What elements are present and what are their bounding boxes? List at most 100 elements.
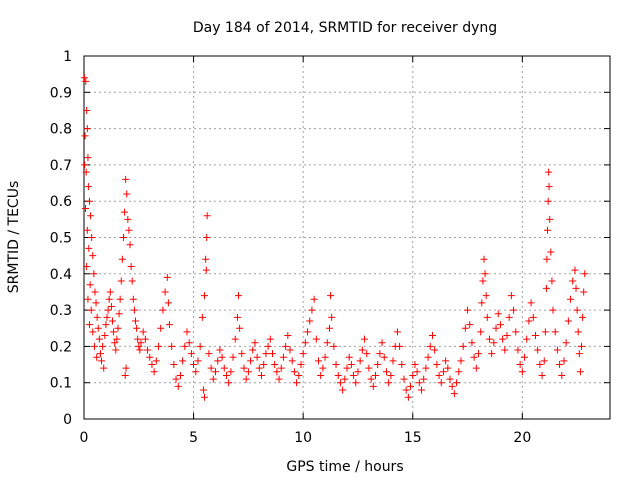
data-point: [159, 306, 167, 314]
data-point: [203, 212, 211, 220]
chart-title: Day 184 of 2014, SRMTID for receiver dyn…: [193, 20, 497, 36]
data-point: [133, 324, 141, 332]
data-point: [86, 281, 94, 289]
data-point: [437, 379, 445, 387]
data-point: [382, 368, 390, 376]
data-point: [164, 299, 172, 307]
data-point: [393, 328, 401, 336]
data-point: [174, 382, 182, 390]
data-point: [299, 350, 307, 358]
data-point: [92, 299, 100, 307]
data-point: [503, 332, 511, 340]
data-point: [202, 266, 210, 274]
data-point: [106, 288, 114, 296]
data-point: [330, 342, 338, 350]
data-point: [207, 364, 215, 372]
data-point: [293, 379, 301, 387]
data-point: [573, 306, 581, 314]
x-tick-label: 5: [189, 430, 198, 446]
data-point: [187, 350, 195, 358]
data-point: [396, 342, 404, 350]
data-point: [284, 332, 292, 340]
data-point: [111, 339, 119, 347]
data-point: [514, 346, 522, 354]
data-point: [323, 339, 331, 347]
data-point: [480, 255, 488, 263]
data-point: [413, 368, 421, 376]
data-point: [442, 357, 450, 365]
data-point: [402, 386, 410, 394]
data-point: [378, 339, 386, 347]
data-point: [129, 295, 137, 303]
data-point: [435, 371, 443, 379]
data-point: [165, 321, 173, 329]
grid-lines: [84, 56, 610, 419]
data-point: [464, 306, 472, 314]
data-point: [354, 368, 362, 376]
data-point: [260, 361, 268, 369]
data-point: [516, 361, 524, 369]
data-point: [527, 299, 535, 307]
data-point: [549, 306, 557, 314]
data-point: [157, 324, 165, 332]
y-tick-label: 0.4: [50, 267, 72, 283]
data-point: [426, 342, 434, 350]
data-point: [163, 273, 171, 281]
data-point: [225, 379, 233, 387]
data-point: [82, 204, 90, 212]
data-point: [96, 350, 104, 358]
data-point: [94, 324, 102, 332]
data-point: [317, 371, 325, 379]
data-point: [82, 77, 90, 85]
data-point: [103, 313, 111, 321]
data-point: [472, 364, 480, 372]
data-point: [501, 346, 509, 354]
data-point: [251, 339, 259, 347]
data-point: [124, 215, 132, 223]
data-point: [547, 248, 555, 256]
data-point: [81, 132, 89, 140]
data-point: [130, 306, 138, 314]
data-point: [83, 226, 91, 234]
data-point: [218, 353, 226, 361]
data-point: [146, 353, 154, 361]
data-point: [485, 335, 493, 343]
data-point: [328, 313, 336, 321]
data-point: [374, 361, 382, 369]
data-point: [123, 190, 131, 198]
data-point: [540, 357, 548, 365]
data-point: [137, 339, 145, 347]
data-point: [380, 353, 388, 361]
data-point: [277, 364, 285, 372]
y-tick-label: 0.1: [50, 376, 72, 392]
data-point: [347, 361, 355, 369]
data-point: [126, 241, 134, 249]
data-point: [247, 357, 255, 365]
y-tick-label: 0.9: [50, 85, 72, 101]
data-point: [431, 346, 439, 354]
data-point: [365, 364, 373, 372]
data-point: [205, 350, 213, 358]
data-point: [118, 255, 126, 263]
data-point: [579, 313, 587, 321]
data-point: [505, 313, 513, 321]
data-point: [407, 382, 415, 390]
data-point: [249, 346, 257, 354]
data-point: [560, 357, 568, 365]
data-point: [482, 292, 490, 300]
data-point: [334, 371, 342, 379]
data-point: [121, 371, 129, 379]
data-point: [352, 379, 360, 387]
data-point: [85, 244, 93, 252]
data-point: [411, 361, 419, 369]
data-point: [424, 353, 432, 361]
data-point: [490, 339, 498, 347]
data-point: [233, 313, 241, 321]
data-point: [321, 353, 329, 361]
data-point: [418, 386, 426, 394]
data-point: [575, 350, 583, 358]
x-tick-label: 10: [294, 430, 312, 446]
data-point: [492, 324, 500, 332]
data-point: [450, 390, 458, 398]
data-point: [176, 371, 184, 379]
